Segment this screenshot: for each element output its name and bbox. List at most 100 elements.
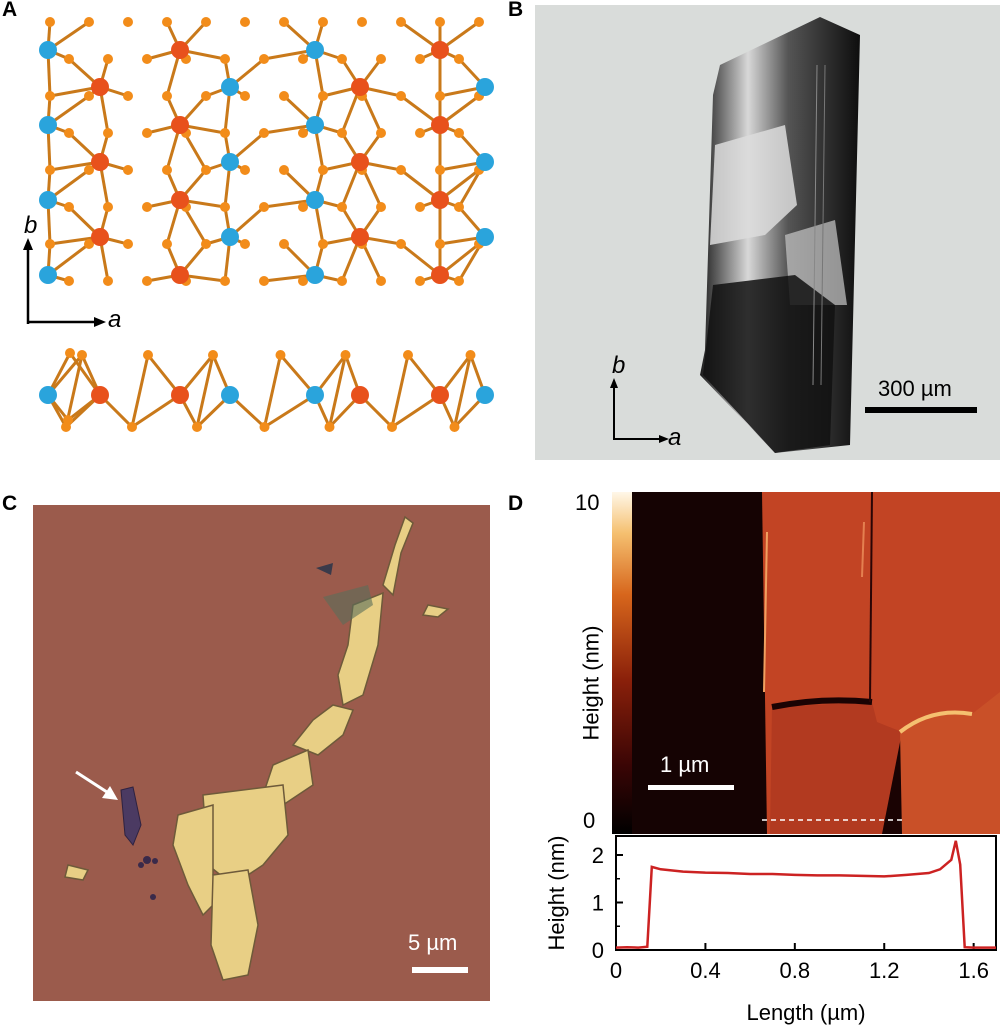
chalcogen-atom: [279, 239, 289, 249]
y-tick-label: 0: [592, 938, 604, 963]
metal-atom-blue: [39, 41, 57, 59]
chalcogen-atom: [415, 54, 425, 64]
y-tick-label: 1: [592, 891, 604, 916]
chalcogen-atom: [403, 350, 413, 360]
metal-atom-red: [91, 153, 109, 171]
chalcogen-atom: [454, 276, 464, 286]
metal-atom-blue: [476, 78, 494, 96]
height-profile-chart: 0 1 2 0 0.4 0.8 1.2 1.6 Length (µm) Height (nm): [544, 835, 997, 1025]
metal-atom-red: [431, 41, 449, 59]
side-view: [39, 348, 494, 432]
metal-atom-red: [351, 228, 369, 246]
metal-atom-blue: [39, 266, 57, 284]
chalcogen-atom: [162, 91, 172, 101]
chalcogen-atom: [240, 239, 250, 249]
metal-atom-blue: [306, 116, 324, 134]
chalcogen-atom: [220, 54, 230, 64]
chalcogen-atom: [298, 276, 308, 286]
chalcogen-atom: [337, 202, 347, 212]
crystal-structure-diagram: [39, 17, 494, 432]
chalcogen-atom: [415, 128, 425, 138]
metal-atom-red: [91, 228, 109, 246]
chalcogen-atom: [220, 128, 230, 138]
chalcogen-atom: [142, 54, 152, 64]
chalcogen-atom: [45, 17, 55, 27]
chalcogen-atom: [64, 128, 74, 138]
chalcogen-atom: [318, 91, 328, 101]
metal-atom: [171, 386, 189, 404]
chalcogen-atom: [240, 17, 250, 27]
axis-b-label-b: b: [612, 352, 626, 379]
axis-arrows-b: [610, 378, 669, 443]
chalcogen-atom: [298, 128, 308, 138]
metal-atom-blue: [306, 41, 324, 59]
chalcogen-atom: [259, 128, 269, 138]
chalcogen-atom: [64, 202, 74, 212]
chalcogen-atom: [259, 422, 270, 432]
chalcogen-atom: [279, 17, 289, 27]
chalcogen-atom: [123, 17, 133, 27]
axis-b-label-a: b: [24, 212, 38, 239]
chalcogen-atom: [474, 17, 484, 27]
chalcogen-atom: [435, 165, 445, 175]
metal-atom-blue: [221, 78, 239, 96]
x-axis-label: Length (µm): [746, 1000, 865, 1025]
chalcogen-atom: [449, 422, 460, 432]
x-tick-label: 0.4: [690, 958, 721, 983]
chalcogen-atom: [298, 54, 308, 64]
chalcogen-atom: [357, 17, 367, 27]
chalcogen-atom: [201, 239, 211, 249]
chalcogen-atom: [84, 239, 94, 249]
chalcogen-atom: [103, 276, 113, 286]
chalcogen-atom: [201, 17, 211, 27]
chalcogen-atom: [201, 165, 211, 175]
chalcogen-atom: [208, 350, 218, 360]
afm-height-image: [632, 492, 1000, 834]
chalcogen-atom: [103, 202, 113, 212]
axis-arrows-a: [23, 238, 106, 327]
exfoliated-flakes: [64, 515, 450, 981]
chalcogen-atom: [220, 202, 230, 212]
chalcogen-atom: [275, 350, 286, 360]
chalcogen-atom: [318, 17, 328, 27]
chalcogen-atom: [84, 91, 94, 101]
chalcogen-atom: [454, 128, 464, 138]
axis-a-label-a: a: [108, 306, 122, 333]
flake-optical-image: [33, 505, 490, 1001]
panel-c-letter: C: [2, 492, 18, 515]
metal-atom-red: [431, 116, 449, 134]
axis-a-label-b: a: [668, 424, 682, 451]
metal-atom-blue: [476, 228, 494, 246]
metal-atom-red: [91, 78, 109, 96]
metal-atom-red: [171, 191, 189, 209]
metal-atom: [431, 386, 449, 404]
metal-atom-red: [351, 78, 369, 96]
chalcogen-atom: [415, 276, 425, 286]
chalcogen-atom: [376, 128, 386, 138]
chalcogen-atom: [318, 165, 328, 175]
x-tick-label: 0: [610, 958, 622, 983]
profile-line: [615, 840, 996, 949]
chalcogen-atom: [435, 91, 445, 101]
panel-a-letter: A: [2, 0, 18, 21]
metal-atom-blue: [39, 116, 57, 134]
chalcogen-atom: [127, 422, 137, 432]
chalcogen-atom: [396, 239, 406, 249]
chalcogen-atom: [142, 276, 152, 286]
chalcogen-atom: [337, 128, 347, 138]
scale-bar-label-c: 5 µm: [408, 930, 458, 955]
chalcogen-atom: [298, 202, 308, 212]
chalcogen-atom: [435, 17, 445, 27]
chalcogen-atom: [63, 415, 73, 425]
chalcogen-atom: [143, 350, 153, 360]
chalcogen-atom: [123, 165, 133, 175]
chalcogen-atom: [45, 239, 55, 249]
metal-atom: [306, 386, 324, 404]
metal-atom-blue: [221, 228, 239, 246]
chalcogen-atom: [279, 91, 289, 101]
chalcogen-atom: [279, 165, 289, 175]
crystal-flake-shape: [700, 17, 860, 453]
chalcogen-atom: [142, 128, 152, 138]
metal-atom-red: [431, 191, 449, 209]
chalcogen-atom: [340, 350, 351, 360]
